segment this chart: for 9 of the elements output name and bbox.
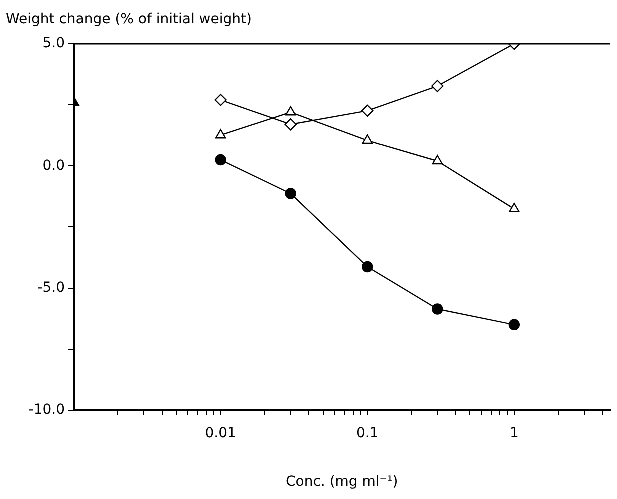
y-tick-label: -10.0	[28, 402, 65, 418]
x-tick-label: 0.01	[205, 425, 236, 442]
y-tick-label: 0.0	[42, 158, 65, 174]
x-tick-label: 1	[510, 425, 519, 442]
y-axis-title: Weight change (% of initial weight)	[6, 12, 252, 28]
y-tick-label: -5.0	[38, 280, 65, 296]
x-axis-title: Conc. (mg ml⁻¹)	[286, 474, 398, 490]
y-tick-label: 5.0	[42, 36, 65, 52]
x-tick-label: 0.1	[356, 425, 379, 442]
